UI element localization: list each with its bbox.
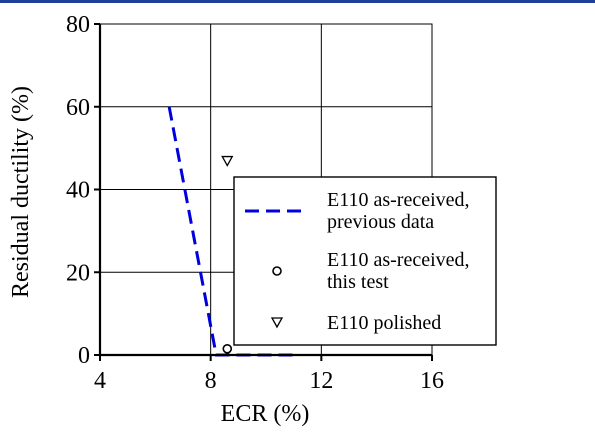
legend-label-2-0: E110 polished xyxy=(327,312,441,334)
y-tick-label-0: 0 xyxy=(78,343,90,369)
y-tick-label-3: 60 xyxy=(66,95,90,121)
series-2-point-0 xyxy=(221,155,234,167)
y-axis-label: Residual ductility (%) xyxy=(8,86,34,298)
y-tick-label-4: 80 xyxy=(66,12,90,38)
y-tick-label-1: 20 xyxy=(66,260,90,286)
legend-label-1-0: E110 as-received, xyxy=(327,249,470,271)
y-tick-label-2: 40 xyxy=(66,178,90,204)
legend-box xyxy=(233,176,497,346)
legend-label-0-1: previous data xyxy=(327,211,434,233)
x-tick-label-1: 8 xyxy=(205,368,217,394)
top-rule xyxy=(0,0,595,3)
legend-label-0-0: E110 as-received, xyxy=(327,189,470,211)
series-1-point-0 xyxy=(222,343,233,354)
legend-symbol-2 xyxy=(270,317,284,329)
x-tick-label-2: 12 xyxy=(309,368,333,394)
legend-label-1-1: this test xyxy=(327,271,389,293)
ticks: 4 8 12 16 0 20 40 60 80 xyxy=(66,12,444,394)
x-axis-label: ECR (%) xyxy=(221,401,310,427)
x-tick-label-3: 16 xyxy=(420,368,444,394)
x-tick-label-0: 4 xyxy=(94,368,106,394)
legend-symbol-1 xyxy=(272,266,282,276)
